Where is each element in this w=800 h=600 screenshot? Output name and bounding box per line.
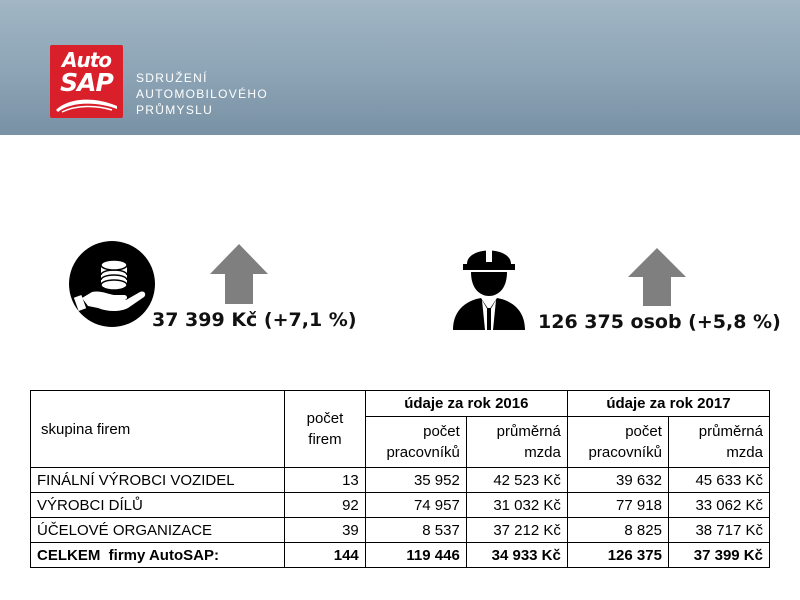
header-firm-count-line: firem — [308, 431, 342, 448]
cell-employees-2017: 8 825 — [566, 517, 669, 543]
cell-employees-2017: 39 632 — [566, 467, 669, 493]
header-line: pracovníků — [588, 444, 662, 461]
employees-kpi: 126 375 osob (+5,8 %) — [538, 311, 781, 333]
cell-wage-2017: 45 633 Kč — [667, 467, 771, 493]
table-row: VÝROBCI DÍLŮ 92 74 957 31 032 Kč 77 918 … — [29, 492, 771, 518]
table-header-row: skupina firem počet firem údaje za rok 2… — [29, 390, 771, 468]
logo-text-auto: Auto — [61, 48, 112, 72]
cell-firms: 39 — [284, 517, 366, 543]
cell-wage-2016: 37 212 Kč — [465, 517, 568, 543]
header-banner: Auto SAP SDRUŽENÍ AUTOMOBILOVÉHO PRŮMYSL… — [0, 0, 800, 135]
cell-firms: 144 — [284, 542, 366, 568]
cell-wage-2017: 33 062 Kč — [667, 492, 771, 518]
cell-group: VÝROBCI DÍLŮ — [29, 492, 286, 518]
cell-wage-2016: 42 523 Kč — [465, 467, 568, 493]
header-wage-2016: průměrná mzda — [465, 416, 568, 468]
cell-wage-2017: 37 399 Kč — [667, 542, 771, 568]
cell-group: CELKEM firmy AutoSAP: — [29, 542, 286, 568]
up-arrow-icon — [628, 248, 686, 306]
header-group: skupina firem — [29, 390, 286, 468]
org-name-line: SDRUŽENÍ — [136, 71, 208, 85]
table-row: ÚČELOVÉ ORGANIZACE 39 8 537 37 212 Kč 8 … — [29, 517, 771, 543]
header-firm-count: počet firem — [284, 390, 366, 468]
header-line: průměrná — [496, 423, 561, 440]
table-row: FINÁLNÍ VÝROBCI VOZIDEL 13 35 952 42 523… — [29, 467, 771, 493]
header-line: mzda — [726, 444, 763, 461]
cell-firms: 13 — [284, 467, 366, 493]
cell-firms: 92 — [284, 492, 366, 518]
cell-group: ÚČELOVÉ ORGANIZACE — [29, 517, 286, 543]
cell-wage-2016: 34 933 Kč — [465, 542, 568, 568]
cell-wage-2017: 38 717 Kč — [667, 517, 771, 543]
autosap-logo: Auto SAP — [50, 45, 123, 118]
table-total-row: CELKEM firmy AutoSAP: 144 119 446 34 933… — [29, 542, 771, 568]
header-year-2016: údaje za rok 2016 — [364, 390, 568, 417]
average-wage-kpi: 37 399 Kč (+7,1 %) — [152, 309, 357, 331]
header-employees-2017: počet pracovníků — [566, 416, 669, 468]
cell-employees-2016: 74 957 — [364, 492, 467, 518]
header-year-2017: údaje za rok 2017 — [566, 390, 771, 417]
construction-worker-icon — [453, 244, 525, 330]
car-swoosh-icon — [56, 99, 117, 113]
header-line: průměrná — [698, 423, 763, 440]
cell-employees-2016: 119 446 — [364, 542, 467, 568]
logo-text-sap: SAP — [60, 68, 114, 97]
companies-statistics-table: skupina firem počet firem údaje za rok 2… — [29, 390, 771, 568]
cell-employees-2017: 77 918 — [566, 492, 669, 518]
table-subheader-row: počet pracovníků průměrná mzda počet pra… — [31, 416, 771, 468]
cell-employees-2016: 35 952 — [364, 467, 467, 493]
coin-stack-hand-icon — [69, 241, 155, 327]
header-line: pracovníků — [386, 444, 460, 461]
header-line: počet — [423, 423, 460, 440]
header-line: počet — [625, 423, 662, 440]
cell-wage-2016: 31 032 Kč — [465, 492, 568, 518]
cell-group: FINÁLNÍ VÝROBCI VOZIDEL — [29, 467, 286, 493]
organization-name: SDRUŽENÍ AUTOMOBILOVÉHO PRŮMYSLU — [136, 70, 268, 118]
header-employees-2016: počet pracovníků — [364, 416, 467, 468]
header-firm-count-line: počet — [306, 410, 344, 427]
header-wage-2017: průměrná mzda — [667, 416, 771, 468]
cell-employees-2016: 8 537 — [364, 517, 467, 543]
cell-employees-2017: 126 375 — [566, 542, 669, 568]
header-line: mzda — [524, 444, 561, 461]
org-name-line: PRŮMYSLU — [136, 103, 214, 117]
org-name-line: AUTOMOBILOVÉHO — [136, 87, 269, 101]
up-arrow-icon — [210, 244, 268, 304]
